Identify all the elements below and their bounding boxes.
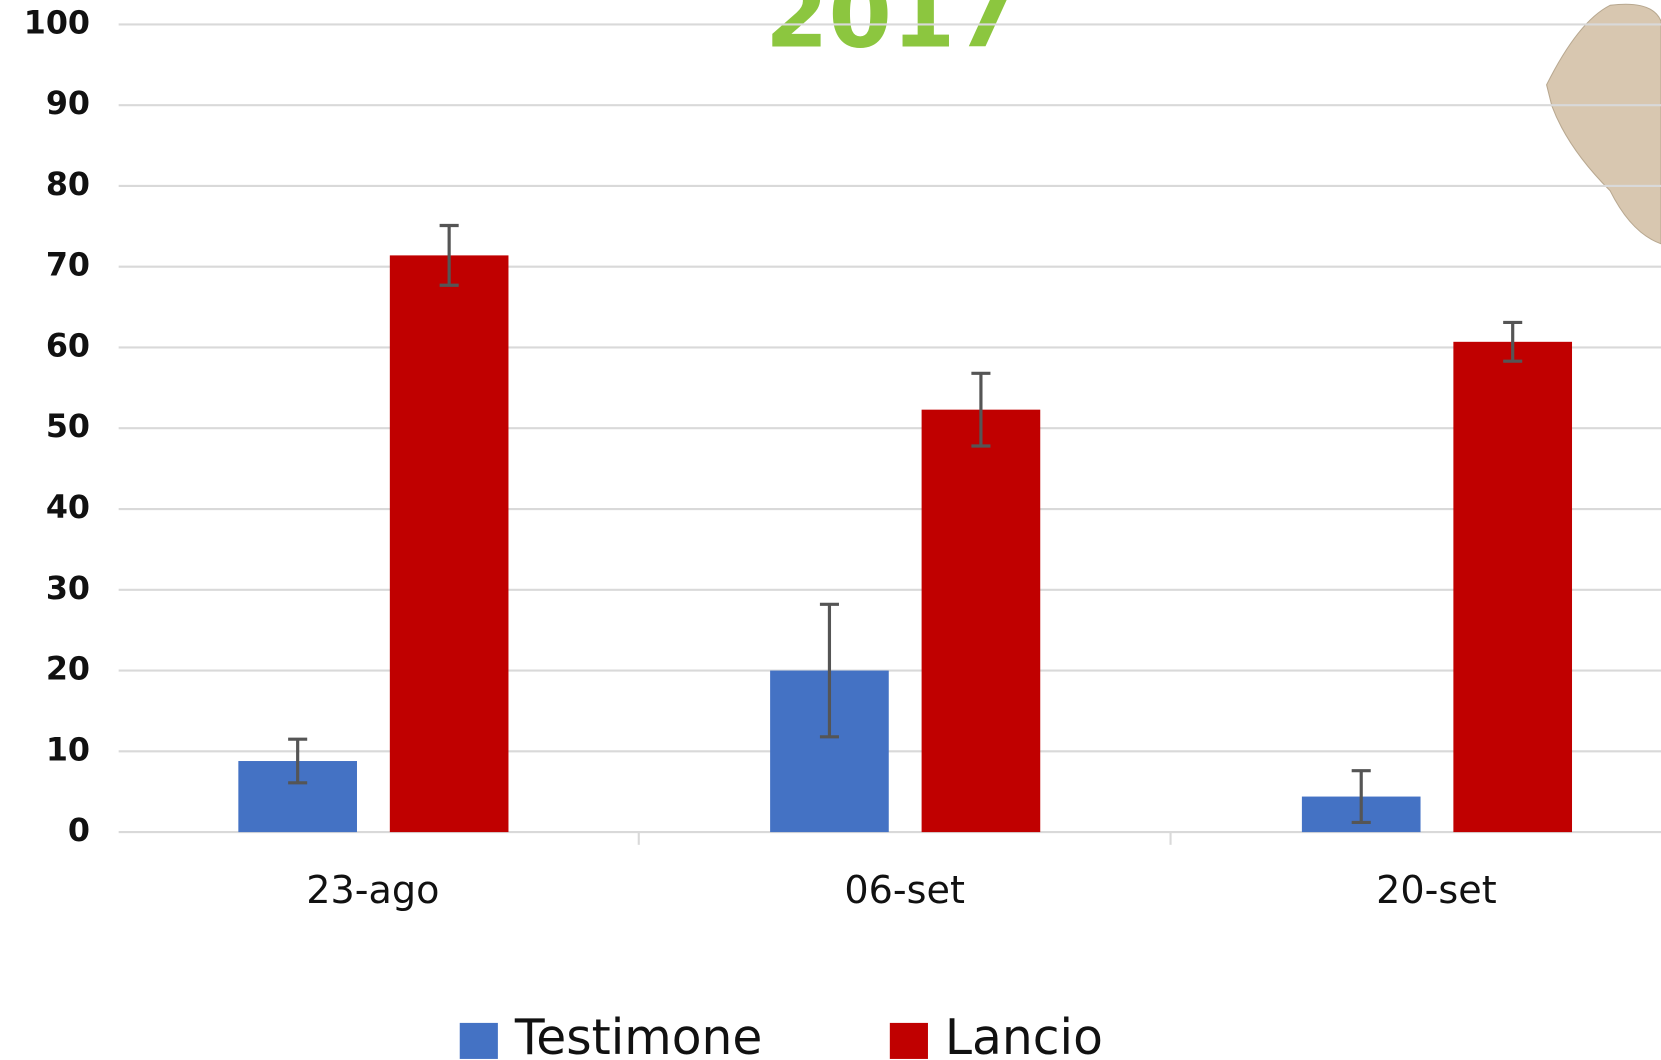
y-tick-label: 80 bbox=[46, 167, 90, 203]
decorative-image bbox=[1546, 3, 1661, 245]
bar bbox=[389, 255, 509, 833]
bar bbox=[1453, 341, 1573, 833]
x-tick-label: 06-set bbox=[844, 868, 965, 912]
y-tick-label: 70 bbox=[46, 248, 90, 284]
y-tick-label: 0 bbox=[68, 813, 90, 849]
y-tick-label: 100 bbox=[24, 5, 90, 41]
bar bbox=[921, 409, 1041, 833]
legend-swatch bbox=[889, 1022, 928, 1059]
legend-swatch bbox=[459, 1022, 498, 1059]
y-tick-label: 40 bbox=[46, 490, 90, 526]
error-bar bbox=[288, 737, 308, 785]
y-tick-label: 90 bbox=[46, 86, 90, 122]
y-tick-label: 60 bbox=[46, 328, 90, 364]
chart-title: 2017 bbox=[765, 0, 1019, 69]
legend-label: Lancio bbox=[945, 1010, 1103, 1060]
x-tick-label: 23-ago bbox=[306, 868, 439, 912]
y-tick-label: 20 bbox=[46, 652, 90, 688]
error-bar bbox=[819, 602, 839, 739]
y-tick-label: 50 bbox=[46, 409, 90, 445]
legend-label: Testimone bbox=[514, 1010, 763, 1060]
x-tick-label: 20-set bbox=[1376, 868, 1497, 912]
error-bar bbox=[1351, 769, 1371, 824]
error-bar bbox=[439, 223, 459, 287]
y-tick-label: 10 bbox=[46, 732, 90, 768]
error-bar bbox=[971, 371, 991, 448]
y-tick-label: 30 bbox=[46, 571, 90, 607]
error-bar bbox=[1503, 320, 1523, 363]
